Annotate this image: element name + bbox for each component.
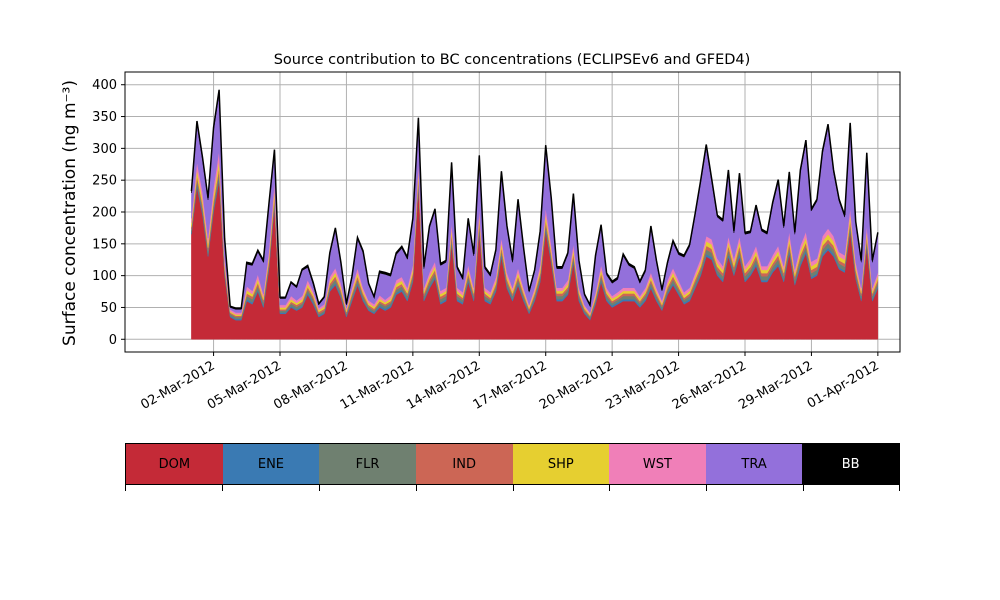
y-tick-label: 200 <box>92 206 117 221</box>
y-tick-label: 250 <box>92 174 117 189</box>
legend-entry-ene: ENE <box>222 444 320 484</box>
legend-tick <box>803 485 805 491</box>
legend-entry-ind: IND <box>415 444 513 484</box>
stacked-areas <box>190 89 879 340</box>
x-tick-label: 14-Mar-2012 <box>404 358 483 412</box>
total-outline <box>190 89 879 309</box>
legend-entry-shp: SHP <box>512 444 610 484</box>
y-tick-label: 150 <box>92 237 117 252</box>
legend-ticks <box>125 485 900 493</box>
x-tick-label: 20-Mar-2012 <box>537 358 616 412</box>
y-tick-label: 300 <box>92 142 117 157</box>
x-tick-label: 11-Mar-2012 <box>338 358 417 412</box>
x-tick-label: 23-Mar-2012 <box>603 358 682 412</box>
y-tick-label: 50 <box>100 301 117 316</box>
legend-tick <box>899 485 900 491</box>
legend-tick <box>609 485 611 491</box>
legend-entry-tra: TRA <box>705 444 803 484</box>
chart-title: Source contribution to BC concentrations… <box>274 52 751 68</box>
x-tick-label: 29-Mar-2012 <box>736 358 815 412</box>
y-tick-label: 0 <box>109 333 117 348</box>
legend-tick <box>415 485 417 491</box>
legend-tick <box>318 485 320 491</box>
y-tick-label: 350 <box>92 110 117 125</box>
legend-entry-flr: FLR <box>319 444 416 484</box>
y-axis-label: Surface concentration (ng m⁻³) <box>60 80 80 346</box>
y-tick-label: 400 <box>92 78 117 93</box>
legend-entry-bb: BB <box>802 444 899 484</box>
x-tick-label: 05-Mar-2012 <box>205 358 284 412</box>
x-tick-label: 17-Mar-2012 <box>471 358 550 412</box>
legend-tick <box>221 485 223 491</box>
source-legend-colorbar: DOM ENE FLR IND SHP WST TRA BB <box>125 443 900 485</box>
legend-tick <box>706 485 708 491</box>
legend-tick <box>512 485 514 491</box>
x-tick-label: 02-Mar-2012 <box>138 358 217 412</box>
x-tick-label: 26-Mar-2012 <box>670 358 749 412</box>
legend-tick <box>125 485 126 491</box>
x-tick-label: 08-Mar-2012 <box>271 358 350 412</box>
legend-entry-wst: WST <box>609 444 706 484</box>
x-tick-label: 01-Apr-2012 <box>805 358 882 411</box>
y-tick-label: 100 <box>92 269 117 284</box>
legend-entry-dom: DOM <box>126 444 223 484</box>
